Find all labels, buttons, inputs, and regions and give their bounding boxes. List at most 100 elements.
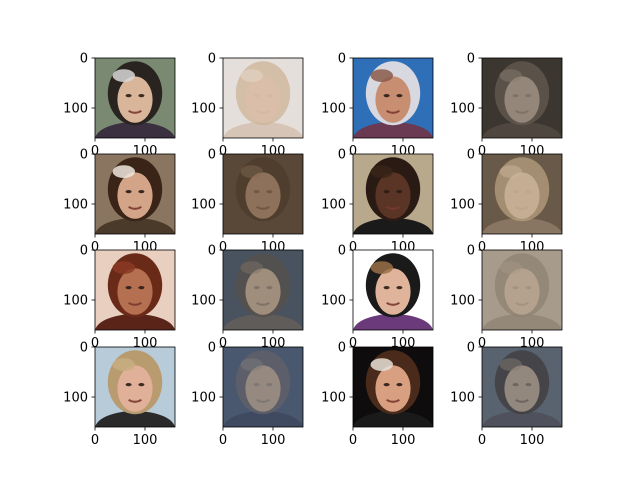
x-tick-label: 0 — [219, 240, 227, 255]
shoulders — [95, 122, 175, 138]
axes-frame — [94, 153, 176, 235]
hair-highlight — [499, 358, 522, 371]
mouth — [256, 109, 270, 114]
mouth — [515, 398, 529, 403]
y-tick-label: 100 — [321, 102, 346, 117]
right-eye — [396, 94, 403, 98]
shoulders — [482, 218, 562, 234]
axes-frame — [481, 346, 563, 428]
blur-haze — [223, 58, 303, 138]
y-tick-label: 0 — [80, 148, 88, 163]
y-tick-label: 100 — [191, 102, 216, 117]
right-eye — [138, 190, 145, 194]
right-eye — [266, 286, 273, 290]
left-eye — [512, 190, 519, 194]
blur-haze — [482, 154, 562, 234]
face-image — [95, 58, 175, 138]
shoulders — [223, 411, 303, 427]
hair-highlight — [112, 165, 135, 179]
face — [245, 268, 281, 315]
left-eye — [512, 94, 519, 98]
y-tick-label: 0 — [467, 244, 475, 259]
face — [375, 172, 411, 219]
mouth — [515, 109, 529, 114]
shoulders — [482, 314, 562, 330]
axes-frame — [481, 57, 563, 139]
axes-frame — [481, 249, 563, 331]
y-tick-label: 0 — [338, 341, 346, 356]
left-eye — [253, 286, 260, 290]
x-tick-label: 0 — [219, 433, 227, 448]
right-eye — [525, 94, 532, 98]
right-eye — [525, 190, 532, 194]
face — [245, 76, 281, 123]
hair-highlight — [240, 261, 263, 274]
face-image — [353, 347, 433, 427]
y-tick-label: 0 — [338, 244, 346, 259]
right-eye — [138, 94, 145, 98]
y-tick-label: 100 — [191, 198, 216, 213]
right-eye — [396, 190, 403, 194]
blur-haze — [482, 347, 562, 427]
y-tick-label: 100 — [191, 294, 216, 309]
axes-frame — [222, 153, 304, 235]
mouth — [128, 398, 142, 403]
face-image — [223, 58, 303, 138]
mouth — [386, 398, 400, 403]
face-image — [353, 250, 433, 330]
shoulders — [223, 218, 303, 234]
face-image — [223, 154, 303, 234]
right-eye — [266, 383, 273, 387]
axes-frame — [222, 57, 304, 139]
shoulders — [223, 314, 303, 330]
face — [245, 172, 281, 219]
left-eye — [125, 286, 132, 290]
y-tick-label: 100 — [321, 198, 346, 213]
y-tick-label: 100 — [63, 391, 88, 406]
right-eye — [525, 383, 532, 387]
face-image — [223, 347, 303, 427]
mouth — [386, 205, 400, 210]
face — [504, 365, 540, 412]
x-tick-label: 0 — [91, 336, 99, 351]
y-tick-label: 100 — [450, 102, 475, 117]
shoulders — [95, 411, 175, 427]
left-eye — [512, 286, 519, 290]
face-image — [95, 154, 175, 234]
axes-frame — [352, 249, 434, 331]
axes-frame — [352, 346, 434, 428]
hair-highlight — [499, 69, 522, 82]
face — [117, 365, 153, 412]
hair-highlight — [499, 261, 522, 274]
hair-highlight — [499, 165, 522, 179]
right-eye — [266, 190, 273, 194]
shoulders — [353, 411, 433, 427]
face-image — [482, 347, 562, 427]
shoulders — [95, 314, 175, 330]
face-image — [482, 58, 562, 138]
left-eye — [253, 190, 260, 194]
mouth — [515, 301, 529, 306]
face-image — [353, 58, 433, 138]
axes-frame — [222, 346, 304, 428]
x-tick-label: 0 — [349, 433, 357, 448]
face — [504, 268, 540, 315]
x-tick-label: 0 — [349, 240, 357, 255]
hair-highlight — [240, 69, 263, 82]
y-tick-label: 100 — [321, 294, 346, 309]
left-eye — [125, 383, 132, 387]
x-tick-label: 100 — [391, 433, 416, 448]
hair-highlight — [240, 165, 263, 179]
face-image — [482, 250, 562, 330]
